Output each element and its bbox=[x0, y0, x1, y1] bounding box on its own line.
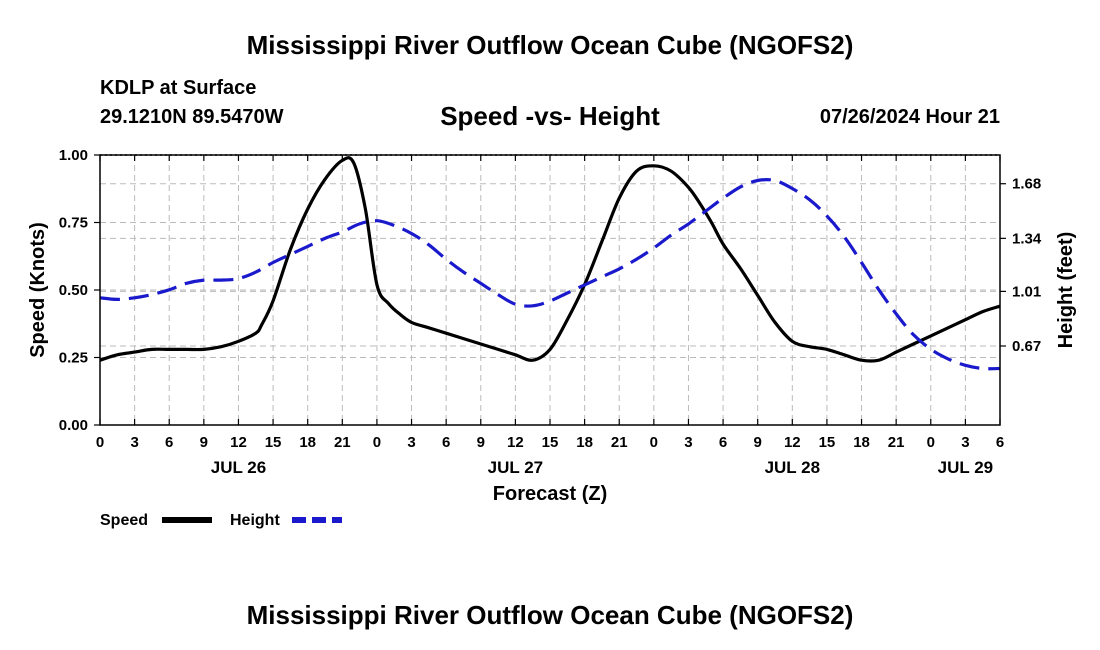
right-axis-title: Height (feet) bbox=[1055, 232, 1077, 349]
x-tick-label: 21 bbox=[334, 434, 351, 451]
x-tick-label: 18 bbox=[299, 434, 316, 451]
x-tick-label: 0 bbox=[650, 434, 658, 451]
x-tick-label: 3 bbox=[130, 434, 138, 451]
x-day-label: JUL 28 bbox=[765, 458, 820, 477]
y-tick-label-left: 0.50 bbox=[59, 282, 88, 299]
chart-subtitle: Speed -vs- Height bbox=[440, 101, 660, 131]
series-line-height bbox=[99, 178, 1001, 371]
y-tick-label-right: 0.67 bbox=[1012, 338, 1041, 355]
x-tick-label: 0 bbox=[373, 434, 381, 451]
legend-speed-label: Speed bbox=[100, 512, 148, 529]
x-tick-label: 3 bbox=[407, 434, 415, 451]
station-label: KDLP at Surface bbox=[100, 77, 257, 99]
x-tick-label: 9 bbox=[754, 434, 762, 451]
footer-title: Mississippi River Outflow Ocean Cube (NG… bbox=[246, 600, 854, 630]
y-tick-label-left: 0.75 bbox=[59, 215, 88, 232]
x-axis-title: Forecast (Z) bbox=[493, 483, 607, 505]
forecast-datetime: 07/26/2024 Hour 21 bbox=[819, 106, 1000, 128]
legend: Speed Height bbox=[100, 512, 342, 529]
x-tick-label: 21 bbox=[888, 434, 905, 451]
x-tick-label: 6 bbox=[996, 434, 1004, 451]
x-day-label: JUL 29 bbox=[938, 458, 993, 477]
x-tick-label: 3 bbox=[684, 434, 692, 451]
grid bbox=[100, 155, 1000, 425]
x-tick-label: 0 bbox=[927, 434, 935, 451]
x-day-label: JUL 27 bbox=[488, 458, 543, 477]
x-tick-label: 12 bbox=[507, 434, 524, 451]
x-day-label: JUL 26 bbox=[211, 458, 266, 477]
x-tick-label: 21 bbox=[611, 434, 628, 451]
x-tick-label: 0 bbox=[96, 434, 104, 451]
x-tick-label: 18 bbox=[576, 434, 593, 451]
y-tick-label-left: 1.00 bbox=[59, 147, 88, 164]
coordinates-label: 29.1210N 89.5470W bbox=[100, 106, 284, 128]
series-layer bbox=[99, 156, 1001, 371]
axes: 0 3 6 9 12 15 18 21 0 3 6 9 12 15 18 21 0 3 6 9 12 15 18 21 0 3 6J… bbox=[59, 147, 1042, 477]
x-tick-label: 9 bbox=[200, 434, 208, 451]
y-tick-label-right: 1.34 bbox=[1012, 230, 1042, 247]
x-tick-label: 15 bbox=[542, 434, 559, 451]
y-tick-label-left: 0.00 bbox=[59, 417, 88, 434]
y-tick-label-left: 0.25 bbox=[59, 350, 88, 367]
x-tick-label: 6 bbox=[165, 434, 173, 451]
x-tick-label: 12 bbox=[230, 434, 247, 451]
chart-title: Mississippi River Outflow Ocean Cube (NG… bbox=[246, 30, 854, 60]
x-tick-label: 6 bbox=[442, 434, 450, 451]
x-tick-label: 12 bbox=[784, 434, 801, 451]
y-tick-label-right: 1.01 bbox=[1012, 283, 1041, 300]
x-tick-label: 15 bbox=[819, 434, 836, 451]
x-tick-label: 15 bbox=[265, 434, 282, 451]
legend-height-label: Height bbox=[230, 512, 280, 529]
x-tick-label: 3 bbox=[961, 434, 969, 451]
x-tick-label: 6 bbox=[719, 434, 727, 451]
x-tick-label: 18 bbox=[853, 434, 870, 451]
y-tick-label-right: 1.68 bbox=[1012, 176, 1041, 193]
x-tick-label: 9 bbox=[477, 434, 485, 451]
left-axis-title: Speed (Knots) bbox=[27, 222, 49, 358]
series-line-speed bbox=[99, 156, 1001, 363]
